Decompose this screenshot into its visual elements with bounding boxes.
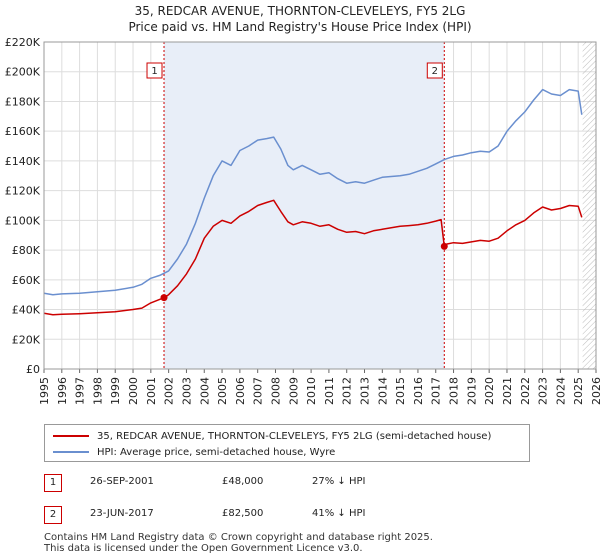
footer-copyright: Contains HM Land Registry data © Crown c…	[44, 532, 433, 543]
x-tick-label: 2006	[234, 377, 247, 405]
sale-point	[440, 242, 448, 250]
legend-swatch-price	[53, 435, 89, 437]
x-tick-label: 1996	[56, 377, 69, 405]
y-tick-label: £140K	[5, 155, 41, 168]
x-tick-label: 2025	[572, 377, 585, 405]
x-tick-label: 2010	[305, 377, 318, 405]
x-tick-label: 2008	[269, 377, 282, 405]
x-tick-label: 2004	[198, 377, 211, 405]
x-tick-label: 2022	[519, 377, 532, 405]
y-tick-label: £220K	[5, 36, 41, 49]
legend-label-hpi: HPI: Average price, semi-detached house,…	[97, 446, 336, 458]
legend-label-price: 35, REDCAR AVENUE, THORNTON-CLEVELEYS, F…	[97, 430, 492, 442]
y-tick-label: £120K	[5, 185, 41, 198]
transaction-badge: 1	[44, 474, 62, 492]
x-tick-label: 2000	[127, 377, 140, 405]
transaction-hpi-diff: 27% ↓ HPI	[312, 476, 366, 487]
legend-item-hpi: HPI: Average price, semi-detached house,…	[53, 444, 335, 460]
x-tick-label: 2011	[323, 377, 336, 405]
x-tick-label: 2024	[554, 377, 567, 405]
price-paid-line	[43, 199, 583, 316]
y-tick-label: £180K	[5, 95, 41, 108]
chart-title: 35, REDCAR AVENUE, THORNTON-CLEVELEYS, F…	[134, 4, 466, 18]
transaction-row: 2 23-JUN-2017 £82,500 41% ↓ HPI	[44, 506, 544, 526]
transaction-badge: 2	[44, 506, 62, 524]
marker-label: 1	[151, 66, 157, 77]
x-tick-label: 2020	[483, 377, 496, 405]
plot-frame	[43, 41, 597, 370]
transaction-row: 1 26-SEP-2001 £48,000 27% ↓ HPI	[44, 474, 544, 494]
forecast-hatch	[582, 42, 596, 369]
x-tick-label: 2014	[376, 377, 389, 405]
x-tick-label: 2023	[537, 377, 550, 405]
marker-label-box	[426, 62, 443, 79]
x-tick-label: 2007	[252, 377, 265, 405]
sale-point	[160, 294, 168, 302]
y-tick-label: £40K	[12, 304, 41, 317]
transaction-price: £48,000	[222, 476, 264, 487]
transaction-date: 23-JUN-2017	[90, 508, 154, 519]
x-tick-label: 2026	[590, 377, 600, 405]
x-tick-label: 2012	[341, 377, 354, 405]
ownership-shade	[164, 42, 445, 369]
price-chart: £0 £20K £40K £60K £80K £100K £120K £140K £160K £1…	[5, 36, 600, 405]
x-tick-label: 2005	[216, 377, 229, 405]
x-tick-label: 2009	[287, 377, 300, 405]
y-tick-label: £160K	[5, 125, 41, 138]
x-tick-label: 2016	[412, 377, 425, 405]
marker-label-box	[146, 62, 163, 79]
transaction-date: 26-SEP-2001	[90, 476, 154, 487]
legend-swatch-hpi	[53, 451, 89, 453]
legend-item-price: 35, REDCAR AVENUE, THORNTON-CLEVELEYS, F…	[53, 428, 491, 444]
legend: 35, REDCAR AVENUE, THORNTON-CLEVELEYS, F…	[44, 424, 530, 462]
y-tick-label: £0	[26, 363, 40, 376]
x-tick-label: 1999	[109, 377, 122, 405]
y-tick-label: £20K	[12, 333, 41, 346]
marker-label: 2	[432, 66, 438, 77]
x-tick-label: 1998	[91, 377, 104, 405]
x-tick-label: 2013	[359, 377, 372, 405]
x-tick-label: 2015	[394, 377, 407, 405]
x-tick-label: 1995	[38, 377, 51, 405]
x-tick-label: 2003	[180, 377, 193, 405]
hpi-line	[43, 88, 583, 296]
x-tick-label: 2001	[145, 377, 158, 405]
x-tick-label: 2021	[501, 377, 514, 405]
y-tick-label: £60K	[12, 274, 41, 287]
x-tick-label: 2019	[465, 377, 478, 405]
y-tick-label: £100K	[5, 214, 41, 227]
y-tick-label: £200K	[5, 66, 41, 79]
transaction-hpi-diff: 41% ↓ HPI	[312, 508, 366, 519]
chart-subtitle: Price paid vs. HM Land Registry's House …	[128, 20, 472, 34]
x-tick-label: 2002	[163, 377, 176, 405]
x-tick-label: 1997	[74, 377, 87, 405]
transaction-price: £82,500	[222, 508, 264, 519]
x-tick-label: 2018	[448, 377, 461, 405]
x-tick-label: 2017	[430, 377, 443, 405]
y-tick-label: £80K	[12, 244, 41, 257]
footer-licence: This data is licensed under the Open Gov…	[44, 543, 363, 554]
